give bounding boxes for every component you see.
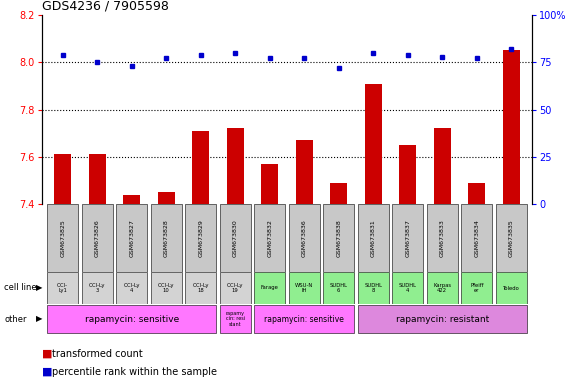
Bar xyxy=(365,83,382,204)
Text: rapamycin: sensitive: rapamycin: sensitive xyxy=(264,314,344,323)
FancyBboxPatch shape xyxy=(289,204,320,272)
Bar xyxy=(503,50,520,204)
FancyBboxPatch shape xyxy=(151,204,182,272)
FancyBboxPatch shape xyxy=(254,204,285,272)
Text: GSM673825: GSM673825 xyxy=(60,219,65,257)
Bar xyxy=(330,183,348,204)
Text: Toledo: Toledo xyxy=(503,285,520,291)
Text: GSM673830: GSM673830 xyxy=(233,219,238,257)
Text: percentile rank within the sample: percentile rank within the sample xyxy=(52,367,217,377)
FancyBboxPatch shape xyxy=(427,272,458,304)
Bar xyxy=(433,128,451,204)
FancyBboxPatch shape xyxy=(82,272,112,304)
FancyBboxPatch shape xyxy=(427,204,458,272)
Text: ▶: ▶ xyxy=(36,314,43,323)
Text: rapamycin: sensitive: rapamycin: sensitive xyxy=(85,314,179,323)
Bar xyxy=(261,164,278,204)
Text: GSM673833: GSM673833 xyxy=(440,219,445,257)
Text: GSM673828: GSM673828 xyxy=(164,219,169,257)
FancyBboxPatch shape xyxy=(47,305,216,333)
Text: transformed count: transformed count xyxy=(52,349,143,359)
FancyBboxPatch shape xyxy=(254,272,285,304)
Text: SUDHL
4: SUDHL 4 xyxy=(399,283,417,293)
Text: GSM673834: GSM673834 xyxy=(474,219,479,257)
Text: GSM673826: GSM673826 xyxy=(95,219,100,257)
Bar xyxy=(54,154,72,204)
FancyBboxPatch shape xyxy=(185,204,216,272)
Text: GSM673837: GSM673837 xyxy=(406,219,410,257)
FancyBboxPatch shape xyxy=(82,204,112,272)
FancyBboxPatch shape xyxy=(461,272,492,304)
FancyBboxPatch shape xyxy=(496,204,527,272)
Text: OCI-Ly
10: OCI-Ly 10 xyxy=(158,283,174,293)
FancyBboxPatch shape xyxy=(392,204,423,272)
Bar xyxy=(399,145,416,204)
FancyBboxPatch shape xyxy=(323,272,354,304)
Text: rapamycin: resistant: rapamycin: resistant xyxy=(396,314,489,323)
Text: Farage: Farage xyxy=(261,285,279,291)
FancyBboxPatch shape xyxy=(220,305,250,333)
Text: SUDHL
6: SUDHL 6 xyxy=(330,283,348,293)
FancyBboxPatch shape xyxy=(358,272,389,304)
Text: GSM673831: GSM673831 xyxy=(371,219,376,257)
Bar xyxy=(89,154,106,204)
Text: other: other xyxy=(4,314,27,323)
Text: Karpas
422: Karpas 422 xyxy=(433,283,452,293)
Text: Pfeiff
er: Pfeiff er xyxy=(470,283,483,293)
Text: GSM673836: GSM673836 xyxy=(302,219,307,257)
Text: OCI-Ly
18: OCI-Ly 18 xyxy=(193,283,209,293)
FancyBboxPatch shape xyxy=(220,204,250,272)
Text: ▶: ▶ xyxy=(36,283,43,293)
FancyBboxPatch shape xyxy=(151,272,182,304)
FancyBboxPatch shape xyxy=(461,204,492,272)
Bar xyxy=(192,131,210,204)
FancyBboxPatch shape xyxy=(116,272,147,304)
Bar xyxy=(295,140,313,204)
Text: rapamy
cin: resi
stant: rapamy cin: resi stant xyxy=(225,311,245,327)
Text: cell line: cell line xyxy=(4,283,36,293)
Text: WSU-N
IH: WSU-N IH xyxy=(295,283,314,293)
Text: GSM673838: GSM673838 xyxy=(336,219,341,257)
Text: ■: ■ xyxy=(42,349,52,359)
FancyBboxPatch shape xyxy=(392,272,423,304)
FancyBboxPatch shape xyxy=(496,272,527,304)
Bar xyxy=(227,128,244,204)
FancyBboxPatch shape xyxy=(358,204,389,272)
FancyBboxPatch shape xyxy=(47,272,78,304)
FancyBboxPatch shape xyxy=(116,204,147,272)
Text: GSM673835: GSM673835 xyxy=(509,219,514,257)
Text: GDS4236 / 7905598: GDS4236 / 7905598 xyxy=(42,0,169,12)
Text: OCI-Ly
4: OCI-Ly 4 xyxy=(123,283,140,293)
Text: GSM673829: GSM673829 xyxy=(198,219,203,257)
FancyBboxPatch shape xyxy=(47,204,78,272)
FancyBboxPatch shape xyxy=(220,272,250,304)
Text: GSM673832: GSM673832 xyxy=(268,219,272,257)
FancyBboxPatch shape xyxy=(254,305,354,333)
FancyBboxPatch shape xyxy=(323,204,354,272)
Text: GSM673827: GSM673827 xyxy=(129,219,134,257)
Text: OCI-
Ly1: OCI- Ly1 xyxy=(57,283,68,293)
FancyBboxPatch shape xyxy=(185,272,216,304)
FancyBboxPatch shape xyxy=(289,272,320,304)
Bar xyxy=(468,183,486,204)
Text: SUDHL
8: SUDHL 8 xyxy=(364,283,382,293)
FancyBboxPatch shape xyxy=(358,305,527,333)
Bar xyxy=(157,192,175,204)
Text: ■: ■ xyxy=(42,367,52,377)
Text: OCI-Ly
19: OCI-Ly 19 xyxy=(227,283,244,293)
Text: OCI-Ly
3: OCI-Ly 3 xyxy=(89,283,106,293)
Bar xyxy=(123,195,140,204)
